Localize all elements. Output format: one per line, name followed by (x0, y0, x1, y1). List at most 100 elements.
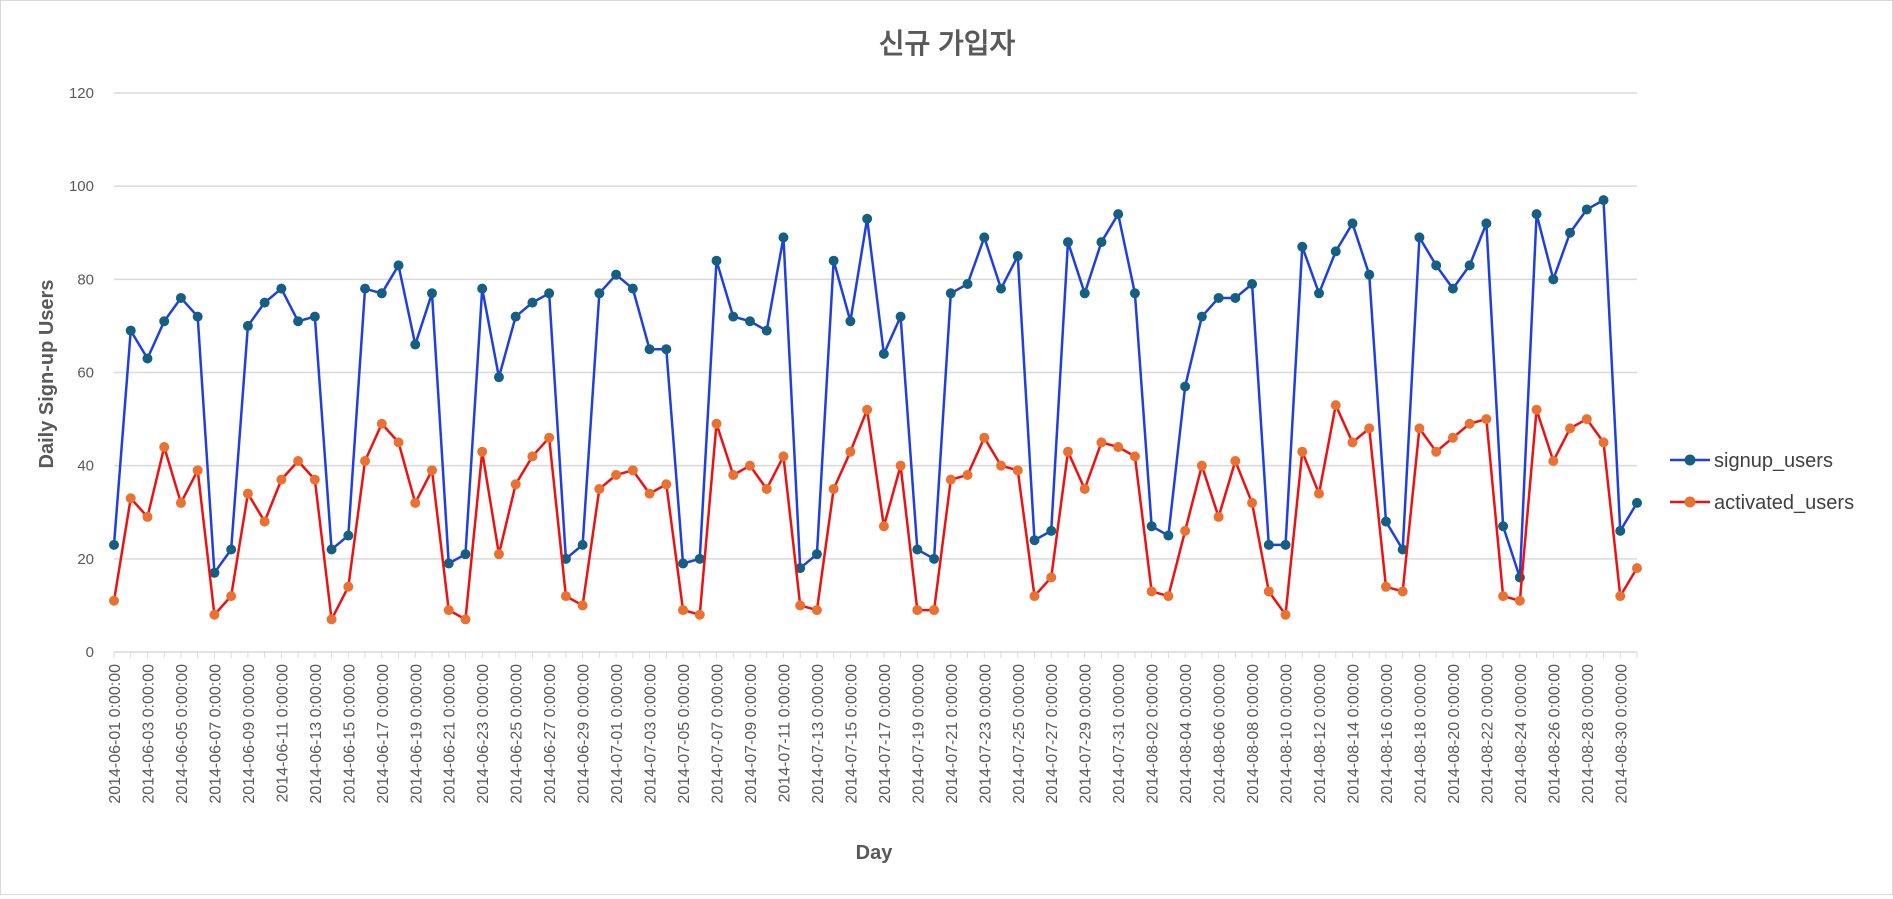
data-point (1113, 209, 1124, 220)
data-point (1314, 288, 1325, 299)
data-point (979, 232, 990, 243)
x-axis-title: Day (856, 842, 894, 864)
x-tick-label: 2014-06-01 0:00:00 (107, 664, 124, 804)
data-point (1380, 581, 1391, 592)
x-tick-label: 2014-06-11 0:00:00 (274, 664, 291, 803)
data-point (761, 483, 772, 494)
data-point (644, 344, 655, 355)
data-point (828, 255, 839, 266)
data-point (694, 609, 705, 620)
data-point (443, 605, 454, 616)
data-point (1347, 218, 1358, 229)
data-point (862, 404, 873, 415)
data-point (192, 311, 203, 322)
x-tick-label: 2014-08-28 0:00:00 (1580, 664, 1597, 804)
x-tick-label: 2014-08-12 0:00:00 (1312, 664, 1329, 804)
x-tick-label: 2014-06-03 0:00:00 (140, 664, 157, 804)
data-point (611, 269, 622, 280)
data-point (594, 288, 605, 299)
x-tick-label: 2014-08-18 0:00:00 (1412, 664, 1429, 804)
x-tick-label: 2014-06-21 0:00:00 (442, 664, 459, 804)
data-point (795, 600, 806, 611)
legend-marker (1684, 454, 1696, 466)
data-point (326, 544, 337, 555)
data-point (376, 418, 387, 429)
data-point (259, 516, 270, 527)
data-point (594, 483, 605, 494)
data-point (142, 353, 153, 364)
data-point (996, 283, 1007, 294)
y-tick-label: 120 (69, 85, 94, 102)
data-point (242, 488, 253, 499)
series-group (109, 195, 1642, 625)
data-point (510, 311, 521, 322)
data-point (1096, 237, 1107, 248)
data-point (1263, 586, 1274, 597)
data-point (343, 530, 354, 541)
series-line (112, 198, 1639, 579)
data-point (1481, 218, 1492, 229)
data-point (426, 465, 437, 476)
x-tick-label: 2014-08-04 0:00:00 (1178, 664, 1195, 804)
data-point (293, 456, 304, 467)
data-point (862, 213, 873, 224)
data-point (410, 339, 421, 350)
legend: signup_users activated_users (1670, 450, 1854, 514)
legend-marker (1684, 496, 1696, 508)
data-point (1481, 414, 1492, 425)
data-point (1498, 591, 1509, 602)
data-point (1364, 423, 1375, 434)
data-point (1247, 497, 1258, 508)
x-axis-tick-labels: 2014-06-01 0:00:00 2014-06-03 0:00:00 2014… (107, 664, 1630, 804)
data-point (109, 539, 119, 550)
legend-label: signup_users (1714, 450, 1833, 472)
data-point (242, 320, 253, 331)
x-tick-label: 2014-07-19 0:00:00 (910, 664, 927, 804)
data-point (1129, 288, 1140, 299)
x-tick-label: 2014-07-31 0:00:00 (1111, 664, 1128, 804)
data-point (209, 567, 220, 578)
data-point (360, 283, 371, 294)
data-point (159, 316, 170, 327)
x-tick-label: 2014-08-24 0:00:00 (1513, 664, 1530, 804)
data-point (1498, 521, 1509, 532)
data-point (527, 451, 538, 462)
x-tick-label: 2014-07-13 0:00:00 (810, 664, 827, 804)
data-point (1464, 418, 1475, 429)
data-point (1196, 311, 1207, 322)
data-point (678, 558, 689, 569)
x-tick-label: 2014-08-14 0:00:00 (1345, 664, 1362, 804)
y-tick-label: 60 (77, 365, 94, 382)
data-point (1297, 241, 1308, 252)
data-point (1062, 446, 1073, 457)
data-point (1615, 525, 1626, 536)
data-point (1280, 539, 1291, 550)
data-point (945, 288, 956, 299)
data-point (962, 469, 973, 480)
x-tick-label: 2014-07-21 0:00:00 (944, 664, 961, 804)
data-point (1347, 437, 1358, 448)
chart-title: 신규 가입자 (879, 28, 1016, 59)
y-tick-label: 20 (77, 551, 94, 568)
x-tick-label: 2014-07-29 0:00:00 (1078, 664, 1095, 804)
data-point (845, 316, 856, 327)
data-point (1196, 460, 1207, 471)
x-tick-label: 2014-08-30 0:00:00 (1613, 664, 1630, 804)
data-point (460, 549, 471, 560)
data-point (996, 460, 1007, 471)
data-point (1548, 274, 1559, 285)
data-point (125, 493, 136, 504)
x-tick-label: 2014-06-25 0:00:00 (509, 664, 526, 804)
data-point (226, 591, 237, 602)
data-point (1230, 292, 1241, 303)
data-point (477, 283, 488, 294)
legend-item: activated_users (1670, 492, 1854, 514)
legend-label: activated_users (1714, 492, 1854, 514)
x-tick-label: 2014-07-27 0:00:00 (1044, 664, 1061, 804)
data-point (159, 442, 170, 453)
data-point (577, 539, 588, 550)
data-point (1514, 595, 1525, 606)
data-point (1330, 246, 1341, 257)
